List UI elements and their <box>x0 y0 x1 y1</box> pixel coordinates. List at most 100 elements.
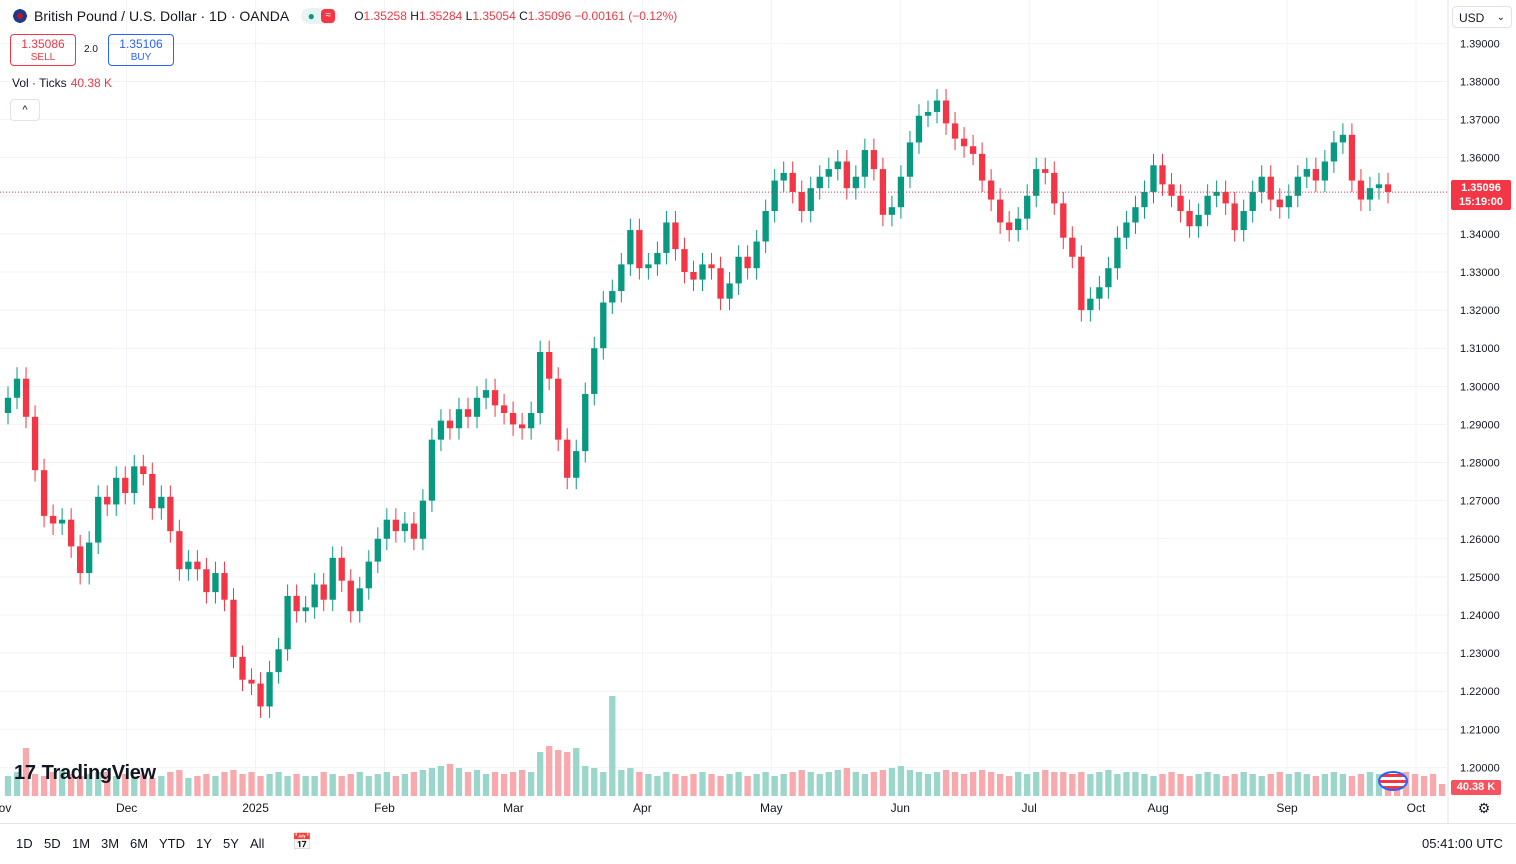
volume-bar <box>852 772 859 796</box>
volume-bar <box>212 776 219 796</box>
range-5y[interactable]: 5Y <box>223 836 239 851</box>
collapse-legend-button[interactable]: ^ <box>10 99 40 121</box>
candle-body <box>1159 165 1166 185</box>
symbol-title[interactable]: British Pound / U.S. Dollar · 1D · OANDA <box>34 8 290 24</box>
volume-bar <box>464 772 472 796</box>
range-ytd[interactable]: YTD <box>159 836 185 851</box>
volume-bar <box>1177 774 1184 796</box>
candle-body <box>771 180 778 212</box>
volume-bar <box>428 768 436 796</box>
date-range-calendar-icon[interactable]: 📅 <box>292 834 312 851</box>
volume-bar <box>122 774 129 796</box>
volume-bar <box>1168 772 1175 796</box>
candle-body <box>843 161 850 189</box>
volume-bar <box>1141 774 1148 796</box>
volume-legend: Vol · Ticks 40.38 K <box>12 76 113 90</box>
candle-body <box>1366 188 1374 200</box>
x-tick-label: ov <box>0 801 11 815</box>
candle-body <box>248 679 255 684</box>
settings-gear-icon[interactable]: ⚙ <box>1477 800 1491 816</box>
candle-body <box>1024 195 1031 219</box>
volume-bar <box>987 772 995 796</box>
market-status-pill[interactable]: ● ≈ <box>301 8 339 24</box>
candle-body <box>239 656 246 680</box>
volume-bar <box>13 772 21 796</box>
candle-body <box>419 500 427 539</box>
volume-bar <box>482 774 490 796</box>
candle-body <box>1060 203 1067 238</box>
volume-bar <box>221 772 228 796</box>
x-tick-label: Apr <box>633 801 652 815</box>
candle-body <box>906 142 914 177</box>
volume-bar <box>392 776 399 796</box>
candle-body <box>1096 287 1103 299</box>
y-tick-label: 1.26000 <box>1460 534 1500 546</box>
candle-body <box>374 538 381 562</box>
y-tick-label: 1.36000 <box>1460 153 1500 165</box>
candle-body <box>329 557 336 600</box>
candle-body <box>167 496 174 532</box>
volume-bar <box>58 770 66 796</box>
tradingview-logo[interactable]: 17 TradingView <box>14 762 156 784</box>
range-all[interactable]: All <box>250 836 265 851</box>
volume-bar <box>113 776 120 796</box>
volume-bar <box>825 772 832 796</box>
currency-select[interactable]: USD ⌄ <box>1452 6 1512 28</box>
volume-bar <box>1303 774 1310 796</box>
candle-body <box>591 348 598 394</box>
volume-bar <box>1249 774 1256 796</box>
candle-body <box>744 256 751 269</box>
sell-button[interactable]: 1.35086 SELL <box>10 34 76 66</box>
volume-bar <box>140 774 147 796</box>
candle-body <box>870 150 878 170</box>
range-1y[interactable]: 1Y <box>196 836 212 851</box>
volume-bar <box>699 772 706 796</box>
volume-bar <box>942 770 950 796</box>
volume-bar <box>861 774 869 796</box>
volume-bar <box>546 746 553 796</box>
volume-bar <box>77 776 84 796</box>
last-price-label: 1.35096 15:19:00 <box>1451 180 1511 210</box>
y-tick-label: 1.29000 <box>1460 419 1500 431</box>
volume-bar <box>311 776 318 796</box>
candle-body <box>708 264 715 269</box>
volume-bar <box>239 774 246 796</box>
candle-body <box>753 241 760 269</box>
volume-bar <box>870 772 878 796</box>
volume-bar <box>1150 776 1157 796</box>
volume-bar <box>708 774 715 796</box>
candle-body <box>735 256 742 284</box>
range-3m[interactable]: 3M <box>101 836 120 851</box>
volume-bar <box>401 774 409 796</box>
candle-body <box>446 420 454 429</box>
candle-body <box>67 519 75 547</box>
range-6m[interactable]: 6M <box>130 836 149 851</box>
candle-body <box>311 584 318 608</box>
volume-bar <box>1087 774 1094 796</box>
candle-body <box>1213 191 1220 196</box>
candle-body <box>491 390 499 406</box>
candle-body <box>455 409 463 429</box>
volume-bar <box>491 772 499 796</box>
range-5d[interactable]: 5D <box>44 836 61 851</box>
buy-button[interactable]: 1.35106 BUY <box>108 34 174 66</box>
us-flag-icon[interactable] <box>1378 771 1408 791</box>
candle-body <box>31 416 39 471</box>
volume-bar <box>1231 774 1238 796</box>
candle-body <box>861 150 869 177</box>
y-tick-label: 1.30000 <box>1460 381 1500 393</box>
market-open-icon: ● <box>307 9 315 23</box>
bar-countdown: 15:19:00 <box>1458 196 1504 208</box>
clock-utc[interactable]: 05:41:00 UTC <box>1422 836 1503 851</box>
range-1m[interactable]: 1M <box>72 836 91 851</box>
range-1d[interactable]: 1D <box>16 836 33 851</box>
volume-bar <box>1024 774 1031 796</box>
candle-body <box>1177 195 1184 212</box>
candle-body <box>49 515 57 524</box>
candle-body <box>1204 195 1211 215</box>
ohlc-values: O1.35258 H1.35284 L1.35054 C1.35096 −0.0… <box>354 9 678 23</box>
y-tick-label: 1.22000 <box>1460 686 1500 698</box>
volume-bar <box>365 776 372 796</box>
volume-bar <box>374 774 381 796</box>
price-chart[interactable]: 1.20000 1.21000 1.22000 1.23000 1.24000 1.250… <box>0 0 1516 823</box>
